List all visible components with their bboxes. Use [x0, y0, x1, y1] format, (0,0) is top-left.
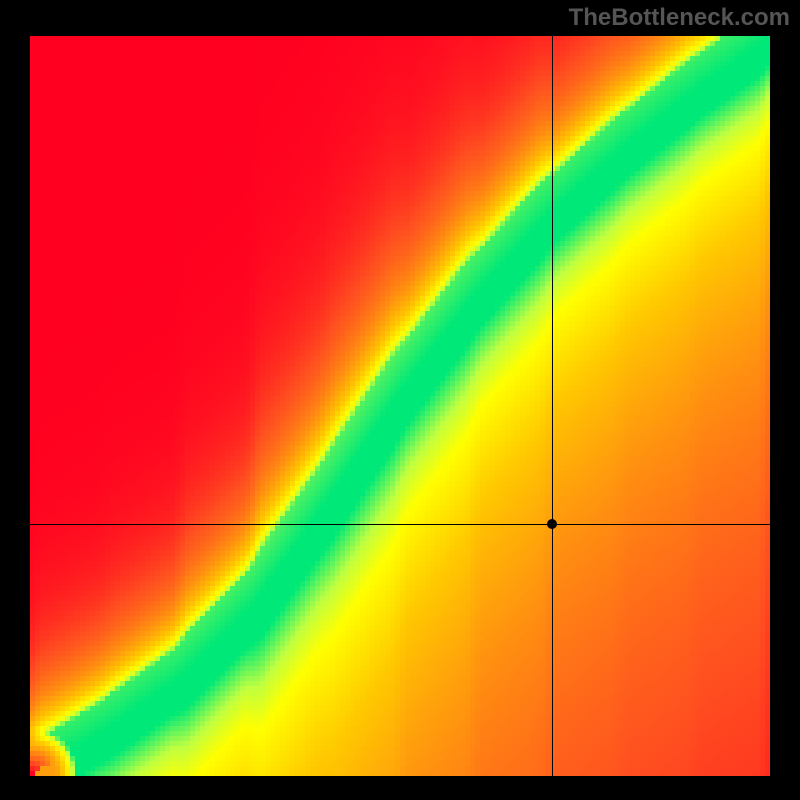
heatmap-canvas	[30, 36, 770, 776]
crosshair-horizontal	[30, 524, 770, 525]
watermark-text: TheBottleneck.com	[569, 4, 790, 32]
crosshair-vertical	[552, 36, 553, 776]
chart-container: TheBottleneck.com	[0, 0, 800, 800]
